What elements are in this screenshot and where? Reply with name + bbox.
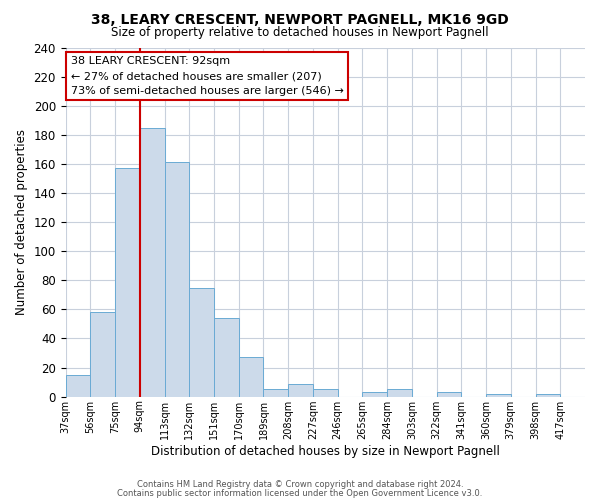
Text: Contains HM Land Registry data © Crown copyright and database right 2024.: Contains HM Land Registry data © Crown c… [137,480,463,489]
Bar [362,392,387,396]
Bar [313,390,338,396]
Bar [288,384,313,396]
Text: Size of property relative to detached houses in Newport Pagnell: Size of property relative to detached ho… [111,26,489,39]
Text: 38, LEARY CRESCENT, NEWPORT PAGNELL, MK16 9GD: 38, LEARY CRESCENT, NEWPORT PAGNELL, MK1… [91,12,509,26]
Bar [387,390,412,396]
Bar [239,358,263,397]
Text: 38 LEARY CRESCENT: 92sqm
← 27% of detached houses are smaller (207)
73% of semi-: 38 LEARY CRESCENT: 92sqm ← 27% of detach… [71,56,344,96]
Bar [65,375,91,396]
Bar [115,168,140,396]
Bar [190,288,214,397]
Bar [536,394,560,396]
Bar [263,390,288,396]
Bar [140,128,164,396]
Y-axis label: Number of detached properties: Number of detached properties [15,129,28,315]
Bar [486,394,511,396]
X-axis label: Distribution of detached houses by size in Newport Pagnell: Distribution of detached houses by size … [151,444,500,458]
Bar [437,392,461,396]
Bar [164,162,190,396]
Bar [214,318,239,396]
Bar [91,312,115,396]
Text: Contains public sector information licensed under the Open Government Licence v3: Contains public sector information licen… [118,488,482,498]
